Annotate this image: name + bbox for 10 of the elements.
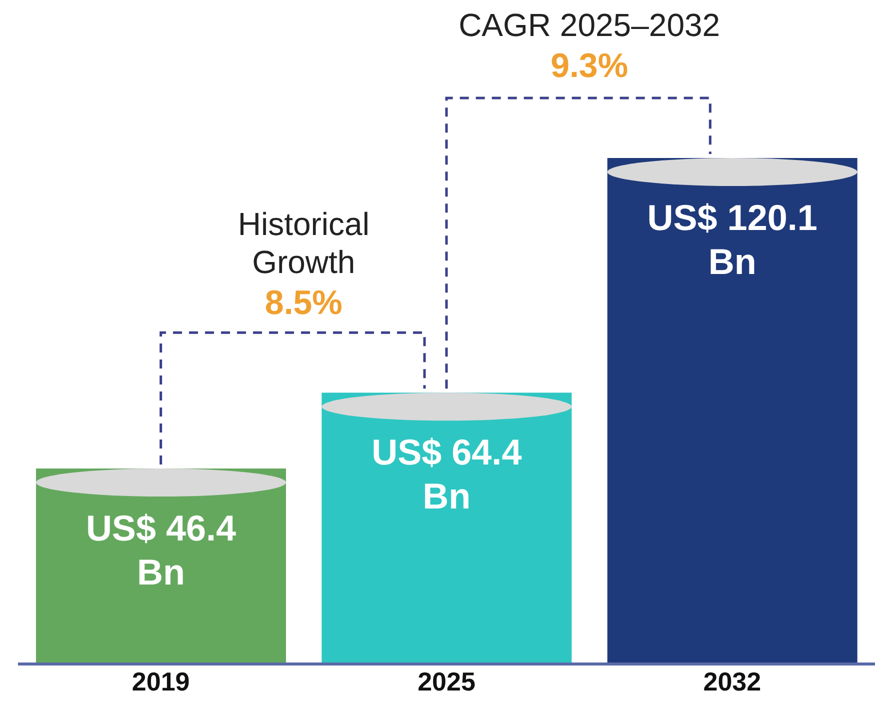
data-label: US$ 64.4 Bn <box>372 432 522 517</box>
data-label: US$ 120.1 Bn <box>647 197 818 282</box>
data-label: US$ 46.4 Bn <box>86 508 236 593</box>
text: CAGR 2025–2032 <box>458 6 722 44</box>
text: 9.3% <box>550 46 630 87</box>
annotation: 8.5% <box>264 282 344 324</box>
x-tick-label: 2025 <box>418 666 476 696</box>
x-tick-label: 2032 <box>703 666 762 696</box>
annotation: Historical Growth <box>236 204 370 281</box>
x-tick-label: 2019 <box>132 666 190 696</box>
